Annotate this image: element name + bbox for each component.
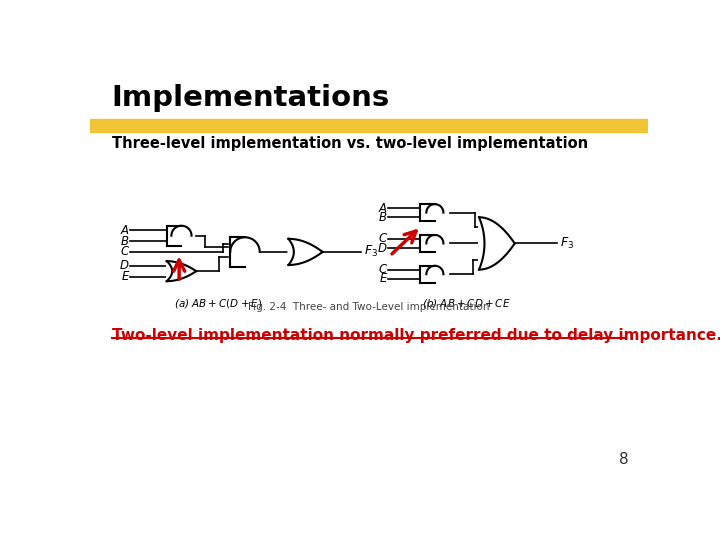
Text: Fig. 2-4  Three- and Two-Level implementation: Fig. 2-4 Three- and Two-Level implementa…	[248, 302, 490, 312]
Text: A: A	[121, 224, 129, 237]
Text: (b) $AB + CD + CE$: (b) $AB + CD + CE$	[421, 298, 510, 310]
Text: 8: 8	[619, 452, 629, 467]
Text: B: B	[121, 234, 129, 248]
Polygon shape	[167, 261, 196, 281]
Polygon shape	[479, 217, 515, 269]
Text: B: B	[379, 211, 387, 224]
Text: $F_3$: $F_3$	[364, 245, 377, 259]
Text: Two-level implementation normally preferred due to delay importance.: Two-level implementation normally prefer…	[112, 328, 720, 343]
Polygon shape	[167, 226, 192, 246]
Text: E: E	[122, 270, 129, 283]
Text: D: D	[120, 259, 129, 272]
Text: C: C	[120, 245, 129, 259]
Text: C: C	[379, 263, 387, 276]
Text: A: A	[379, 201, 387, 214]
Bar	[90, 119, 648, 132]
Text: D: D	[378, 241, 387, 254]
Polygon shape	[230, 237, 260, 267]
Polygon shape	[420, 204, 444, 221]
Text: Implementations: Implementations	[112, 84, 390, 112]
Text: Three-level implementation vs. two-level implementation: Three-level implementation vs. two-level…	[112, 136, 588, 151]
Polygon shape	[420, 235, 444, 252]
Text: C: C	[379, 232, 387, 245]
Polygon shape	[420, 266, 444, 283]
Text: (a) $AB + C(D + E)$: (a) $AB + C(D + E)$	[174, 298, 262, 310]
Text: E: E	[379, 272, 387, 285]
Polygon shape	[289, 239, 323, 265]
Text: $F_3$: $F_3$	[559, 236, 574, 251]
